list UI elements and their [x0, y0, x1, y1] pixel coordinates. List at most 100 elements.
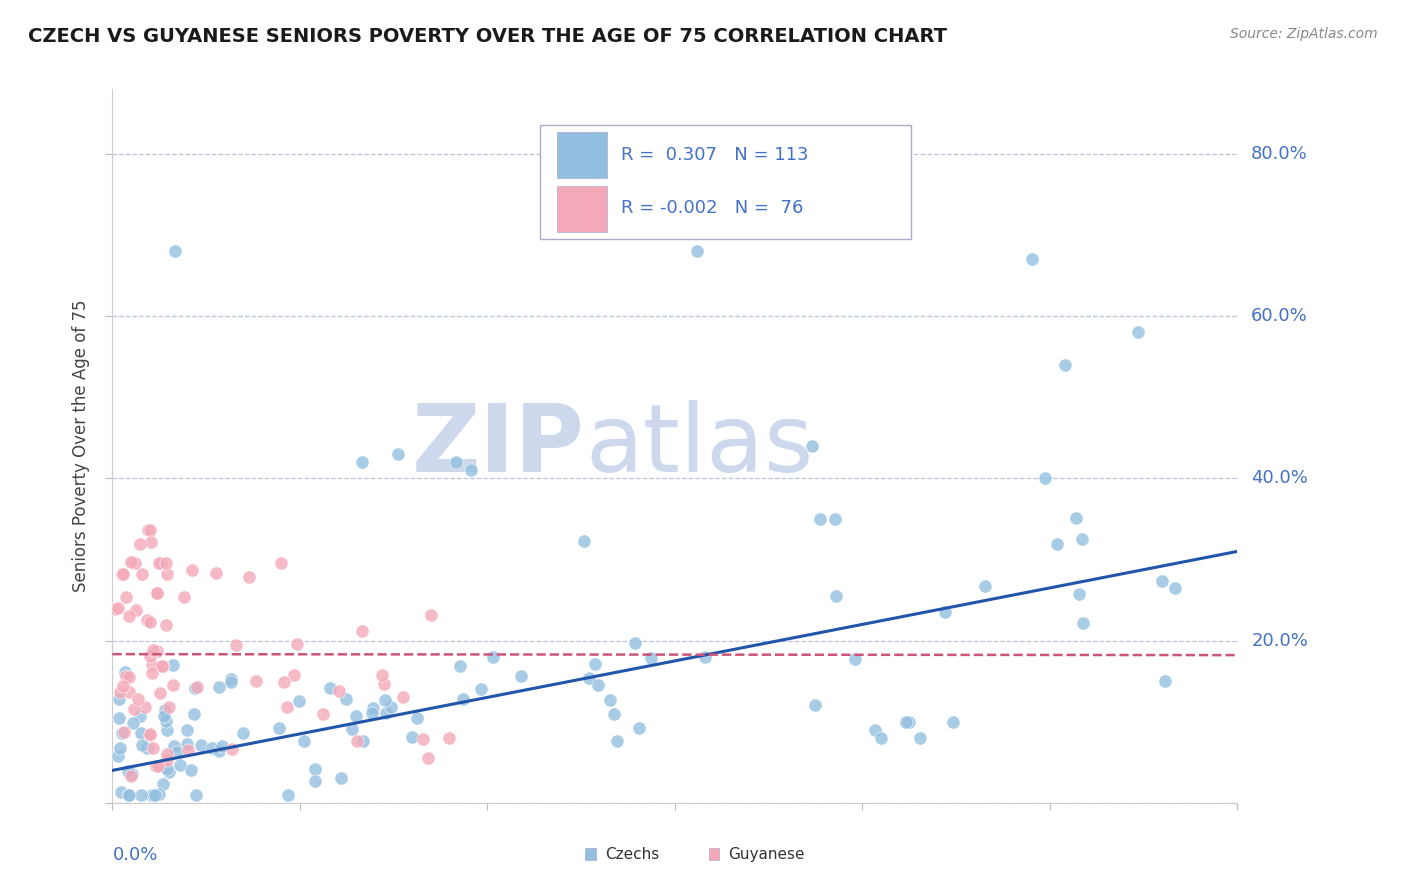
Point: [335, 691, 357, 706]
Point: [184, 681, 207, 695]
Point: [350, 455, 373, 469]
Point: [420, 607, 443, 622]
Point: [276, 699, 298, 714]
Point: [139, 788, 162, 802]
Point: [156, 723, 179, 738]
Text: Source: ZipAtlas.com: Source: ZipAtlas.com: [1230, 27, 1378, 41]
Point: [1054, 358, 1077, 372]
Point: [219, 675, 242, 690]
Point: [330, 771, 353, 785]
Point: [896, 714, 918, 729]
Point: [121, 715, 143, 730]
Point: [350, 624, 373, 639]
Point: [304, 762, 326, 776]
Point: [221, 742, 243, 756]
Point: [1164, 581, 1187, 595]
Point: [599, 693, 621, 707]
Point: [149, 686, 172, 700]
Point: [908, 731, 931, 745]
Point: [107, 600, 129, 615]
Point: [120, 769, 142, 783]
Point: [801, 439, 824, 453]
Text: CZECH VS GUYANESE SENIORS POVERTY OVER THE AGE OF 75 CORRELATION CHART: CZECH VS GUYANESE SENIORS POVERTY OVER T…: [28, 27, 948, 45]
Point: [169, 757, 191, 772]
Point: [108, 741, 131, 756]
Point: [118, 788, 141, 802]
Point: [418, 750, 440, 764]
Point: [125, 603, 148, 617]
Point: [444, 455, 467, 469]
Point: [163, 244, 186, 259]
Text: Guyanese: Guyanese: [728, 847, 804, 862]
Point: [157, 764, 180, 779]
Point: [460, 463, 482, 477]
Point: [117, 764, 139, 778]
Point: [1021, 252, 1043, 267]
Y-axis label: Seniors Poverty Over the Age of 75: Seniors Poverty Over the Age of 75: [72, 300, 90, 592]
Point: [108, 711, 131, 725]
Point: [114, 665, 136, 679]
Point: [1064, 511, 1087, 525]
Point: [606, 734, 628, 748]
Point: [371, 668, 394, 682]
Point: [139, 615, 162, 630]
Point: [304, 774, 326, 789]
Point: [131, 726, 153, 740]
Point: [145, 586, 167, 600]
Point: [406, 711, 429, 725]
Point: [232, 725, 254, 739]
Point: [150, 659, 173, 673]
Point: [153, 708, 176, 723]
Point: [143, 788, 166, 802]
Point: [245, 673, 267, 688]
Point: [1071, 615, 1094, 630]
Text: ZIP: ZIP: [412, 400, 585, 492]
Point: [470, 682, 492, 697]
Bar: [557, 186, 607, 232]
Point: [111, 679, 134, 693]
Point: [111, 725, 134, 739]
Text: R = -0.002   N =  76: R = -0.002 N = 76: [621, 200, 803, 218]
Point: [221, 673, 243, 687]
Point: [624, 636, 647, 650]
Point: [270, 556, 292, 570]
Point: [412, 731, 434, 746]
Point: [131, 738, 153, 752]
Point: [180, 763, 202, 777]
Point: [118, 670, 141, 684]
Point: [225, 638, 247, 652]
Point: [156, 747, 179, 762]
Point: [122, 702, 145, 716]
Point: [627, 721, 650, 735]
Point: [155, 762, 177, 776]
Point: [942, 714, 965, 729]
Point: [586, 678, 609, 692]
Point: [865, 723, 887, 737]
Point: [292, 734, 315, 748]
Point: [150, 556, 173, 570]
Point: [387, 447, 409, 461]
Point: [374, 693, 396, 707]
Point: [117, 685, 139, 699]
Point: [112, 725, 135, 739]
Text: 0.0%: 0.0%: [112, 846, 157, 863]
Point: [152, 658, 174, 673]
Point: [146, 586, 169, 600]
Point: [111, 566, 134, 581]
Point: [1152, 574, 1174, 588]
Point: [110, 785, 132, 799]
Point: [176, 723, 198, 738]
Point: [1126, 326, 1149, 340]
Text: R =  0.307   N = 113: R = 0.307 N = 113: [621, 146, 808, 164]
Point: [177, 743, 200, 757]
Point: [277, 788, 299, 802]
Point: [373, 677, 395, 691]
Point: [155, 714, 177, 728]
Text: Czechs: Czechs: [605, 847, 659, 862]
Point: [273, 675, 295, 690]
Point: [1154, 674, 1177, 689]
Point: [136, 740, 159, 755]
Point: [391, 690, 413, 704]
Point: [287, 694, 309, 708]
Point: [117, 788, 139, 802]
